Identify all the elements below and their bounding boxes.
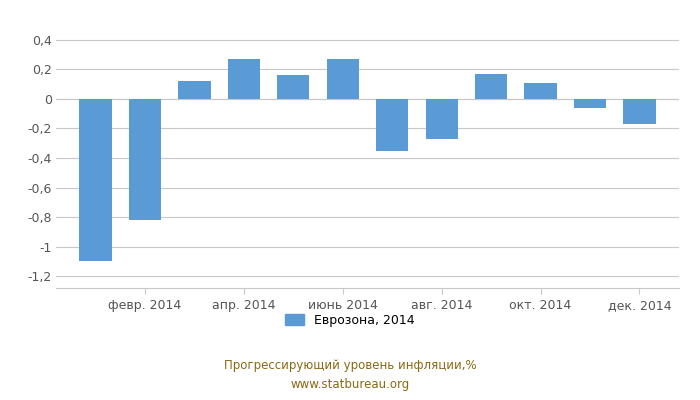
Bar [376,99,408,151]
Bar [80,99,111,262]
Bar [277,75,309,99]
Bar [228,59,260,99]
Bar [327,59,359,99]
Bar [426,99,458,139]
Bar [178,81,211,99]
Bar [624,99,655,124]
Text: www.statbureau.org: www.statbureau.org [290,378,410,391]
Bar [475,74,507,99]
Bar [574,99,606,108]
Legend: Еврозона, 2014: Еврозона, 2014 [280,309,420,332]
Bar [129,99,161,220]
Text: Прогрессирующий уровень инфляции,%: Прогрессирующий уровень инфляции,% [224,360,476,372]
Bar [524,83,556,99]
